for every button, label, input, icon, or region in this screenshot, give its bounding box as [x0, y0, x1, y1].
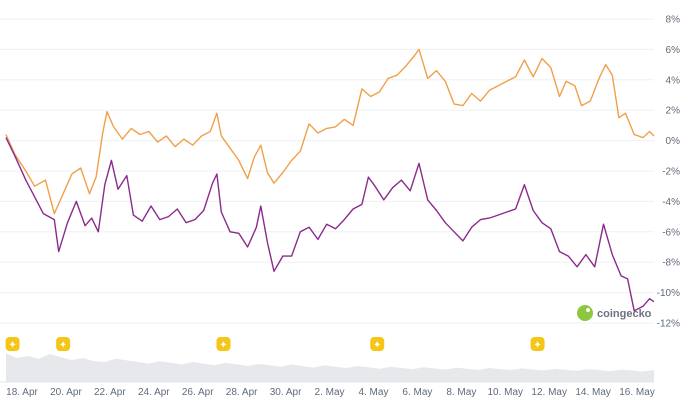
y-axis-ticks: 8% 6% 4% 2% 0% -2% -4% -6% -8% -10% -12%: [657, 15, 680, 330]
event-badge-icon: [5, 337, 20, 351]
x-tick-label: 10. May: [487, 387, 523, 398]
x-tick-label: 18. Apr: [6, 387, 38, 398]
event-marker[interactable]: ✦: [56, 337, 71, 351]
x-tick-label: 6. May: [402, 387, 432, 398]
event-symbol: ✦: [533, 340, 541, 351]
y-tick-label: -6%: [662, 227, 680, 238]
x-tick-label: 4. May: [358, 387, 388, 398]
y-tick-label: -4%: [662, 197, 680, 208]
y-tick-label: -10%: [657, 288, 680, 299]
event-symbol: ✦: [59, 340, 67, 351]
y-tick-label: 4%: [666, 75, 681, 86]
gecko-eye-icon: [586, 308, 590, 312]
event-markers: ✦ ✦ ✦ ✦ ✦: [5, 337, 545, 351]
series-line-2: [5, 137, 655, 312]
event-symbol: ✦: [8, 340, 16, 351]
grid-layer: [0, 18, 654, 324]
x-tick-label: 14. May: [575, 387, 611, 398]
event-marker[interactable]: ✦: [370, 337, 385, 351]
x-tick-label: 12. May: [531, 387, 567, 398]
event-marker[interactable]: ✦: [216, 337, 231, 351]
coingecko-watermark: coingecko: [577, 305, 652, 321]
x-tick-label: 26. Apr: [182, 387, 214, 398]
y-tick-label: 2%: [666, 106, 681, 117]
watermark-text: coingecko: [597, 308, 652, 320]
event-badge-icon: [530, 337, 545, 351]
series-layer: [5, 48, 655, 312]
x-tick-label: 28. Apr: [226, 387, 258, 398]
x-tick-label: 16. May: [619, 387, 655, 398]
x-tick-label: 30. Apr: [270, 387, 302, 398]
event-badge-icon: [216, 337, 231, 351]
series-line-1: [5, 48, 655, 215]
y-tick-label: 6%: [666, 45, 681, 56]
y-tick-label: 0%: [666, 136, 681, 147]
y-tick-label: -12%: [657, 319, 680, 330]
event-symbol: ✦: [373, 340, 381, 351]
x-tick-label: 2. May: [315, 387, 345, 398]
x-tick-label: 24. Apr: [138, 387, 170, 398]
event-badge-icon: [56, 337, 71, 351]
volume-area: [6, 353, 654, 382]
y-tick-label: -2%: [662, 167, 680, 178]
y-tick-label: -8%: [662, 258, 680, 269]
event-marker[interactable]: ✦: [530, 337, 545, 351]
x-tick-label: 8. May: [446, 387, 476, 398]
volume-navigator[interactable]: [0, 353, 654, 383]
gecko-logo-icon: [577, 305, 593, 321]
event-marker[interactable]: ✦: [5, 337, 20, 351]
x-tick-label: 20. Apr: [50, 387, 82, 398]
event-badge-icon: [370, 337, 385, 351]
x-tick-label: 22. Apr: [94, 387, 126, 398]
x-axis-ticks: 18. Apr 20. Apr 22. Apr 24. Apr 26. Apr 28. A…: [6, 387, 655, 398]
event-symbol: ✦: [219, 340, 227, 351]
y-tick-label: 8%: [666, 15, 681, 26]
